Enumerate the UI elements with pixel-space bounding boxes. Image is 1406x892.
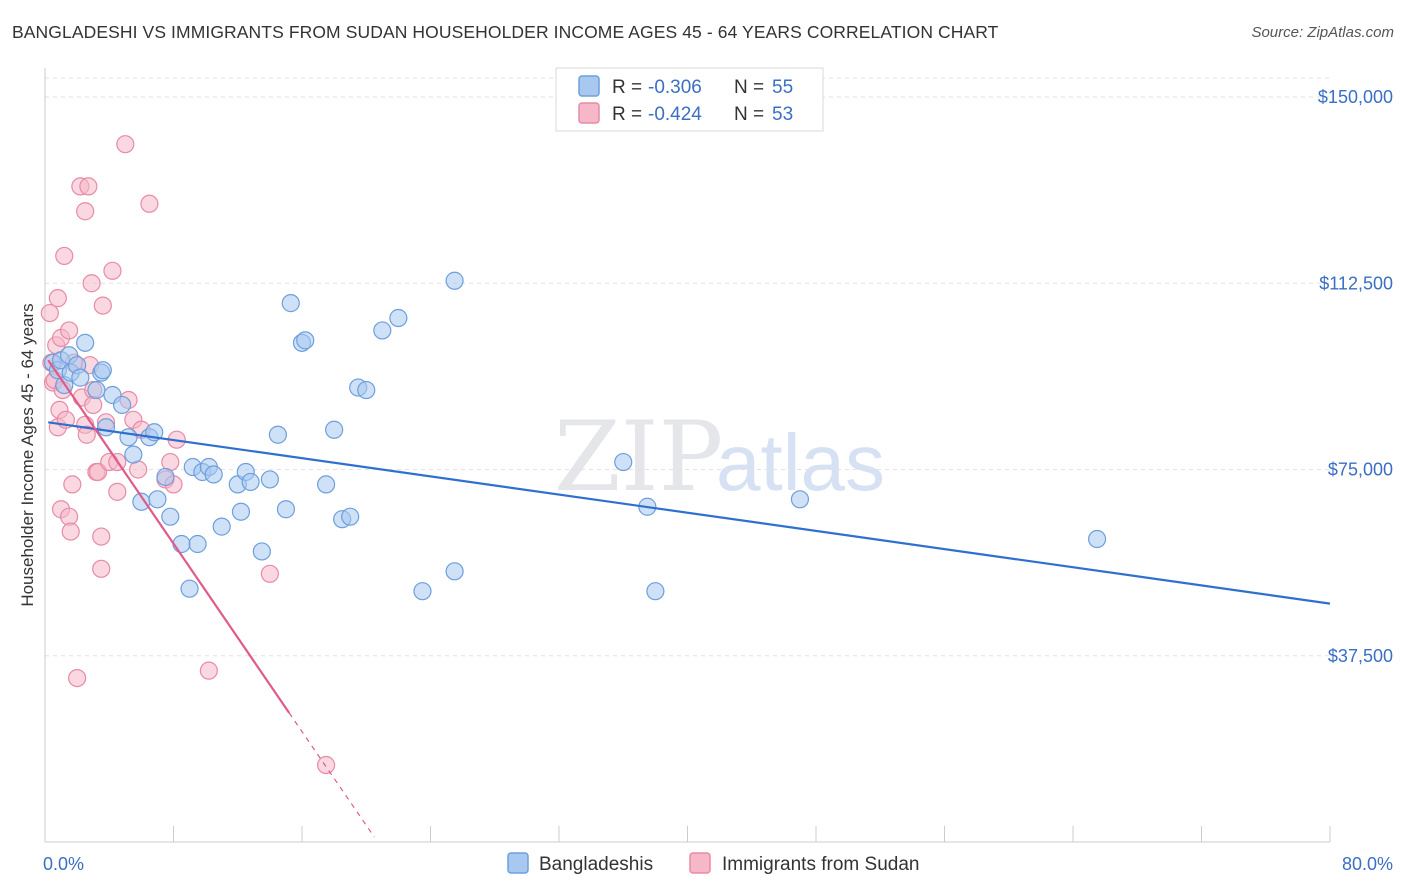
trend-line bbox=[48, 421, 1331, 605]
legend-r-value-2: -0.424 bbox=[648, 104, 702, 125]
data-point bbox=[71, 368, 90, 387]
data-point bbox=[204, 465, 223, 484]
data-point bbox=[341, 507, 360, 526]
x-tick-labels: 0.0% 80.0% bbox=[43, 854, 1393, 874]
x-tick-label-max: 80.0% bbox=[1342, 854, 1393, 874]
data-point bbox=[148, 490, 167, 509]
data-point bbox=[68, 668, 87, 688]
stats-legend: R = -0.306 N = 55 R = -0.424 N = 53 bbox=[555, 67, 824, 132]
legend-r-label-2: R = bbox=[612, 104, 642, 125]
data-point bbox=[316, 475, 336, 494]
data-point bbox=[790, 490, 810, 509]
data-point bbox=[92, 559, 111, 578]
watermark: ZIP atlas bbox=[554, 401, 885, 513]
data-point bbox=[87, 380, 106, 400]
legend-label-bangladeshis: Bangladeshis bbox=[539, 854, 653, 875]
y-tick-label: $112,500 bbox=[1319, 273, 1393, 293]
trend-lines bbox=[47, 359, 1331, 838]
x-tick-label-min: 0.0% bbox=[43, 854, 84, 874]
data-point bbox=[281, 294, 300, 313]
data-point bbox=[103, 261, 122, 280]
data-point bbox=[316, 755, 336, 775]
data-point bbox=[357, 380, 376, 400]
data-point bbox=[76, 202, 95, 221]
source-label: Source: ZipAtlas.com bbox=[1251, 24, 1394, 41]
y-tick-label: $75,000 bbox=[1328, 460, 1393, 480]
data-point bbox=[241, 472, 260, 492]
data-point bbox=[48, 289, 67, 308]
data-point bbox=[96, 418, 116, 437]
legend-swatch-bangladeshis bbox=[578, 75, 600, 97]
data-point bbox=[180, 579, 199, 598]
data-point bbox=[63, 475, 82, 494]
data-point bbox=[172, 534, 191, 554]
watermark-zip: ZIP bbox=[554, 401, 723, 513]
data-point bbox=[260, 470, 279, 489]
data-point bbox=[296, 331, 315, 350]
data-point bbox=[260, 564, 279, 583]
data-point bbox=[92, 527, 111, 546]
data-point bbox=[82, 274, 101, 293]
data-point bbox=[84, 395, 103, 415]
y-tick-label: $37,500 bbox=[1328, 646, 1393, 666]
legend-swatch-sudan-bottom bbox=[689, 852, 711, 874]
data-point bbox=[199, 661, 218, 680]
data-point bbox=[268, 425, 288, 444]
data-point bbox=[161, 507, 180, 526]
series-sudan bbox=[40, 135, 336, 775]
data-point bbox=[61, 522, 80, 541]
legend-n-label-2: N = bbox=[734, 104, 764, 125]
data-point bbox=[124, 445, 143, 464]
data-point bbox=[231, 502, 251, 521]
legend-n-value-2: 53 bbox=[772, 104, 793, 125]
chart-title: BANGLADESHI VS IMMIGRANTS FROM SUDAN HOU… bbox=[12, 22, 999, 42]
trend-line bbox=[47, 359, 291, 714]
data-point bbox=[40, 303, 59, 323]
data-point bbox=[112, 395, 132, 415]
legend-n-label-1: N = bbox=[734, 77, 764, 98]
data-point bbox=[614, 452, 633, 472]
data-point bbox=[140, 194, 159, 213]
series-legend: Bangladeshis Immigrants from Sudan bbox=[507, 852, 919, 875]
data-point bbox=[156, 467, 175, 487]
data-point bbox=[445, 271, 464, 290]
data-point bbox=[93, 296, 112, 315]
legend-n-value-1: 55 bbox=[772, 77, 793, 98]
axes bbox=[44, 68, 1331, 843]
data-point bbox=[76, 333, 95, 352]
legend-swatch-bangladeshis-bottom bbox=[507, 852, 529, 874]
y-tick-label: $150,000 bbox=[1318, 87, 1393, 107]
data-point bbox=[188, 534, 207, 554]
legend-swatch-sudan bbox=[578, 102, 600, 124]
data-point bbox=[79, 177, 98, 196]
data-point bbox=[1087, 529, 1107, 549]
grid: $37,500 $75,000 $112,500 $150,000 bbox=[45, 77, 1393, 666]
data-point bbox=[212, 517, 231, 536]
data-point bbox=[119, 428, 138, 447]
trend-line-extension bbox=[288, 712, 375, 838]
data-point bbox=[646, 582, 665, 601]
data-point bbox=[413, 582, 432, 601]
data-point bbox=[108, 482, 127, 501]
data-point bbox=[325, 420, 344, 439]
legend-r-label-1: R = bbox=[612, 77, 642, 98]
data-point bbox=[116, 135, 135, 154]
legend-label-sudan: Immigrants from Sudan bbox=[722, 854, 919, 875]
data-point bbox=[276, 500, 296, 519]
data-point bbox=[59, 321, 79, 340]
stats-legend-frame bbox=[555, 67, 824, 132]
data-point bbox=[93, 361, 112, 380]
data-point bbox=[252, 542, 271, 561]
legend-r-value-1: -0.306 bbox=[648, 77, 702, 98]
data-point bbox=[55, 246, 74, 266]
data-point bbox=[77, 425, 96, 444]
data-point bbox=[373, 321, 392, 340]
data-point bbox=[389, 308, 408, 328]
data-point bbox=[445, 562, 464, 581]
